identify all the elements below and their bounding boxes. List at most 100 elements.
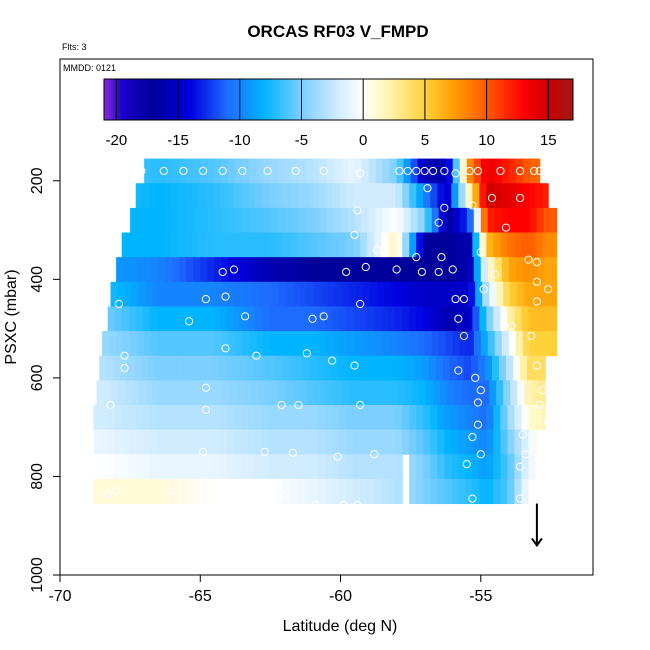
heatmap-cell: [398, 281, 406, 307]
heatmap-cell: [395, 183, 403, 209]
heatmap-cell: [482, 380, 490, 406]
heatmap-cell: [384, 281, 392, 307]
heatmap-cell: [170, 306, 179, 332]
heatmap-cell: [156, 429, 165, 455]
heatmap-cell: [198, 454, 207, 480]
heatmap-cell: [205, 429, 214, 455]
heatmap-cell: [123, 257, 131, 283]
heatmap-cell: [503, 380, 511, 406]
heatmap-cell: [292, 281, 301, 307]
heatmap-cell: [433, 380, 441, 406]
heatmap-cell: [333, 158, 342, 184]
heatmap-cell: [107, 404, 116, 431]
sample-marker: [532, 277, 541, 286]
heatmap-cell: [135, 183, 144, 209]
heatmap-cell: [444, 232, 452, 258]
heatmap-cell: [405, 380, 413, 406]
heatmap-cell: [346, 404, 354, 431]
heatmap-cell: [507, 232, 516, 258]
sample-marker: [454, 366, 463, 375]
heatmap-cell: [388, 232, 396, 258]
heatmap-cell: [247, 454, 256, 480]
heatmap-cell: [271, 281, 280, 307]
heatmap-cell: [354, 257, 363, 283]
heatmap-cell: [268, 232, 277, 258]
heatmap-cell: [249, 158, 257, 184]
heatmap-cell: [297, 478, 305, 505]
heatmap-cell: [184, 404, 193, 431]
sample-marker: [97, 457, 107, 466]
heatmap-cell: [451, 478, 459, 505]
heatmap-cell: [340, 207, 349, 234]
heatmap-cell: [472, 232, 480, 258]
heatmap-cell: [416, 232, 424, 258]
heatmap-cell: [382, 331, 391, 357]
heatmap-cell: [493, 429, 502, 455]
sample-marker: [420, 166, 429, 176]
heatmap-cell: [173, 281, 182, 307]
heatmap-cell: [360, 478, 368, 505]
heatmap-cell: [135, 478, 144, 505]
heatmap-cell: [361, 158, 370, 184]
heatmap-cell: [423, 232, 431, 258]
sample-marker: [120, 351, 129, 360]
heatmap-cell: [419, 281, 427, 307]
heatmap-cell: [534, 355, 542, 381]
heatmap-cell: [496, 281, 504, 307]
heatmap-cell: [367, 306, 375, 332]
sample-marker: [288, 448, 297, 457]
heatmap-cell: [208, 281, 217, 307]
heatmap-cell: [142, 478, 151, 505]
heatmap-cell: [514, 404, 523, 431]
heatmap-cell: [500, 454, 509, 480]
heatmap-cell: [318, 478, 326, 505]
heatmap-cell: [291, 158, 300, 184]
heatmap-cell: [268, 429, 277, 455]
sample-marker: [252, 351, 261, 360]
heatmap-cell: [332, 429, 340, 455]
heatmap-cell: [520, 355, 528, 381]
heatmap-cell: [445, 207, 454, 234]
heatmap-cell: [451, 232, 459, 258]
heatmap-cell: [268, 183, 277, 209]
heatmap-cell: [449, 355, 458, 381]
heatmap-cell: [507, 478, 516, 505]
heatmap-cell: [193, 331, 201, 357]
heatmap-cell: [360, 429, 368, 455]
heatmap-cell: [198, 429, 207, 455]
heatmap-cell: [291, 331, 300, 357]
heatmap-cell: [346, 183, 354, 209]
heatmap-cell: [542, 306, 551, 332]
heatmap-cell: [219, 429, 228, 455]
heatmap-cell: [107, 306, 116, 332]
heatmap-cell: [410, 257, 419, 283]
heatmap-cell: [325, 183, 333, 209]
sample-marker: [451, 169, 460, 178]
heatmap-cell: [156, 478, 165, 505]
heatmap-cell: [207, 158, 215, 184]
heatmap-cell: [298, 331, 307, 357]
heatmap-cell: [347, 331, 356, 357]
x-tick-label: -55: [469, 588, 492, 605]
heatmap-cell: [163, 454, 172, 480]
heatmap-cell: [309, 355, 318, 381]
heatmap-cell: [212, 404, 221, 431]
heatmap-cell: [368, 158, 377, 184]
heatmap-cell: [283, 478, 291, 505]
heatmap-cell: [535, 306, 544, 332]
heatmap-cell: [200, 158, 208, 184]
heatmap-cell: [326, 331, 335, 357]
heatmap-cell: [165, 331, 173, 357]
sample-marker: [339, 500, 348, 510]
heatmap-cell: [479, 429, 487, 455]
heatmap-cell: [522, 158, 531, 184]
heatmap-cell: [298, 158, 307, 184]
heatmap-cell: [312, 207, 321, 234]
heatmap-cell: [410, 158, 419, 184]
heatmap-cell: [440, 380, 448, 406]
sample-marker: [201, 383, 210, 392]
heatmap-cell: [440, 281, 448, 307]
heatmap-cell: [486, 478, 495, 505]
heatmap-cell: [166, 380, 175, 406]
